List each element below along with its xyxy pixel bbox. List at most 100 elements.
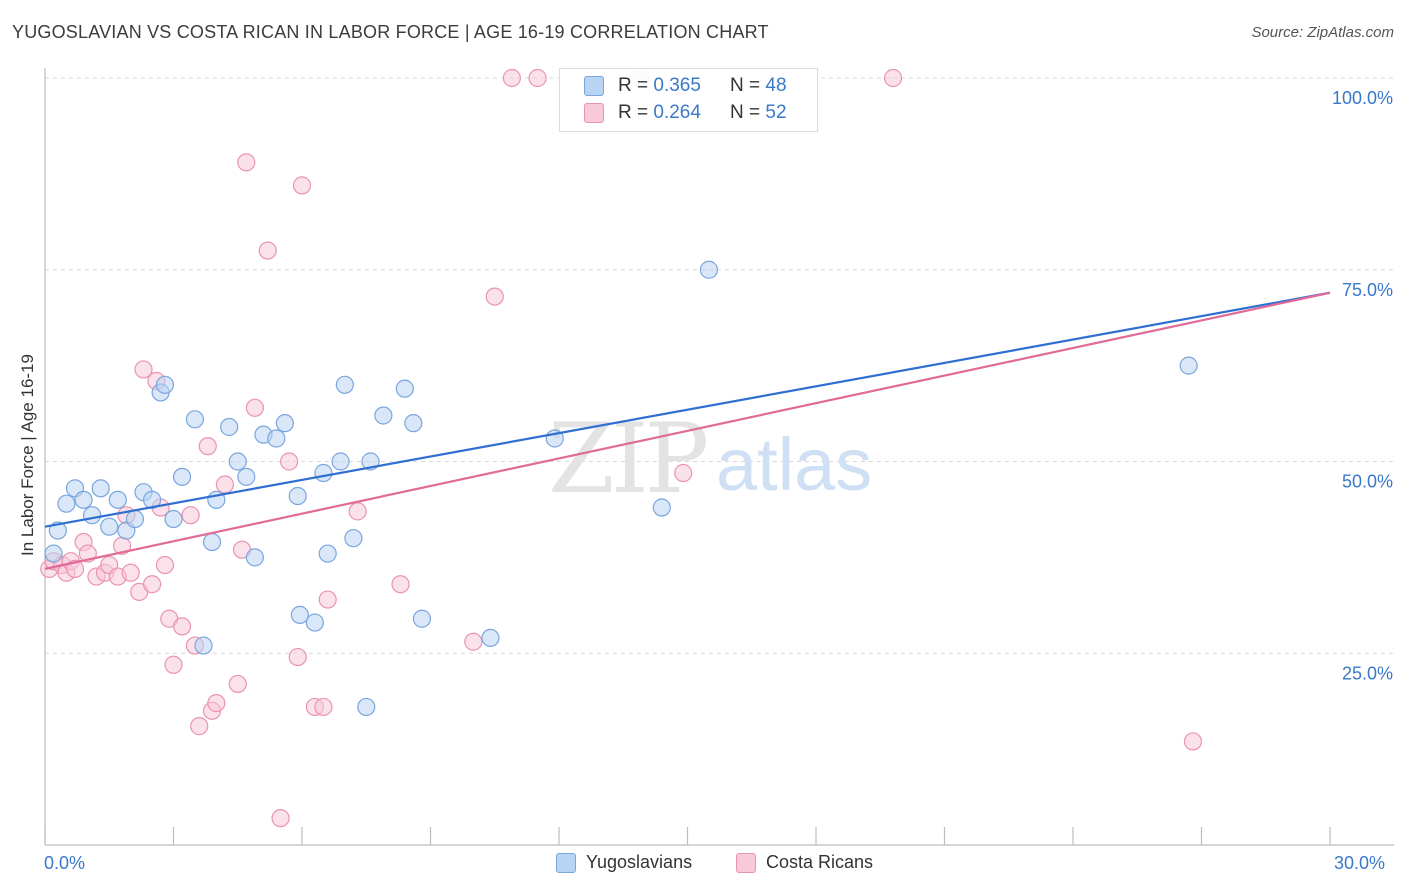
costa-rican-point — [271, 809, 290, 828]
legend-r-value-blue: 0.365 — [653, 75, 701, 96]
costa-rican-point — [258, 241, 277, 260]
costa-rican-point — [288, 647, 307, 667]
legend-r-label: R = — [618, 75, 654, 96]
chart-title: YUGOSLAVIAN VS COSTA RICAN IN LABOR FORC… — [12, 22, 769, 42]
legend-swatch-blue — [584, 76, 604, 96]
yugoslavian-point — [335, 375, 354, 394]
costa-rican-point — [198, 437, 217, 456]
yugoslavian-trend-line — [44, 291, 1331, 528]
costa-rican-point — [528, 68, 547, 88]
yugoslavian-point — [395, 379, 414, 398]
y-tick-labels: 25.0% 50.0% 75.0% 100.0% — [1332, 88, 1393, 683]
costa-rican-point — [502, 68, 521, 88]
legend-n-value-blue: 48 — [765, 75, 787, 96]
yugoslavian-point — [275, 414, 294, 433]
yugoslavian-point — [125, 509, 145, 529]
costa-rican-point — [142, 575, 162, 594]
watermark-zip: ZIP — [548, 403, 707, 515]
costa-rican-point — [391, 575, 410, 594]
costa-rican-point — [172, 617, 192, 636]
yugoslavian-point — [172, 467, 192, 486]
costa-rican-point — [237, 153, 256, 172]
yugoslavian-point — [290, 605, 309, 625]
costa-rican-point — [280, 452, 299, 471]
x-tick-label-max: 30.0% — [1334, 853, 1386, 873]
yugoslavian-point — [44, 544, 63, 563]
legend-label-costa-ricans: Costa Ricans — [766, 852, 874, 872]
legend-item-costa-ricans[interactable]: Costa Ricans — [736, 852, 873, 873]
legend-swatch-costa-ricans — [736, 852, 756, 873]
yugoslavian-point — [245, 548, 264, 567]
y-tick-label: 50.0% — [1342, 472, 1393, 492]
costa-rican-point — [65, 559, 85, 578]
series-legend: Yugoslavians Costa Ricans — [0, 852, 1406, 876]
yugoslavian-point — [228, 452, 247, 471]
yugoslavian-point — [652, 498, 671, 517]
costa-rican-point — [245, 398, 264, 417]
costa-rican-point — [1183, 732, 1203, 751]
watermark-atlas: atlas — [716, 423, 872, 506]
yugoslavian-point — [237, 467, 256, 486]
yugoslavian-point — [412, 609, 432, 628]
legend-n-value-pink: 52 — [765, 102, 787, 123]
yugoslavian-point — [100, 517, 119, 536]
yugoslavian-point — [164, 509, 183, 529]
yugoslavian-point — [357, 697, 376, 717]
costa-rican-point — [348, 502, 367, 521]
costa-rican-point — [464, 632, 483, 651]
yugoslavian-point — [202, 532, 222, 552]
legend-swatch-yugoslavians — [556, 852, 576, 873]
yugoslavian-point — [318, 544, 337, 563]
y-tick-label: 75.0% — [1342, 280, 1393, 300]
source-label: Source: ZipAtlas.com — [1251, 24, 1394, 41]
yugoslavian-point — [267, 429, 286, 448]
yugoslavian-point — [83, 506, 102, 525]
axes — [44, 68, 1394, 846]
legend-label-yugoslavians: Yugoslavians — [586, 852, 693, 872]
yugoslavian-point — [220, 417, 239, 437]
costa-rican-point — [121, 563, 140, 582]
trend-lines — [44, 291, 1331, 570]
costa-rican-point — [190, 717, 209, 736]
yugoslavian-point — [331, 452, 350, 471]
costa-rican-point — [314, 697, 333, 717]
yugoslavian-points — [44, 68, 1198, 717]
yugoslavian-point — [374, 406, 393, 425]
yugoslavian-point — [91, 479, 110, 498]
costa-rican-point — [485, 287, 504, 306]
yugoslavian-point — [344, 529, 363, 548]
costa-rican-point — [164, 655, 183, 674]
y-tick-label: 25.0% — [1342, 663, 1393, 683]
yugoslavian-point — [404, 414, 423, 433]
yugoslavian-point — [108, 490, 127, 509]
yugoslavian-point — [481, 628, 500, 648]
watermark: ZIP atlas — [548, 403, 872, 515]
yugoslavian-point — [155, 375, 175, 394]
legend-r-value-pink: 0.264 — [653, 102, 701, 123]
legend-swatch-pink — [584, 103, 604, 123]
yugoslavian-point — [74, 490, 93, 509]
legend-n-label: N = — [730, 75, 766, 96]
yugoslavian-point — [142, 490, 162, 509]
costa-rican-point — [228, 674, 247, 694]
yugoslavian-point — [194, 636, 213, 655]
legend-item-yugoslavians[interactable]: Yugoslavians — [556, 852, 692, 873]
costa-rican-point — [292, 176, 312, 195]
legend-n-label: N = — [730, 102, 766, 123]
legend-r-label: R = — [618, 102, 654, 123]
costa-rican-point — [318, 590, 337, 609]
yugoslavian-point — [699, 260, 719, 279]
x-tick-label-min: 0.0% — [44, 853, 86, 873]
costa-rican-point — [207, 694, 226, 713]
costa-rican-point — [215, 475, 234, 494]
yugoslavian-point — [185, 410, 205, 429]
costa-rican-point — [155, 555, 175, 575]
correlation-legend: R = 0.365 N = 48 R = 0.264 N = 52 — [559, 68, 818, 132]
costa-rican-point — [134, 360, 153, 379]
yugoslavian-point — [305, 613, 324, 632]
costa-rican-point — [883, 68, 903, 88]
y-tick-label: 100.0% — [1332, 88, 1393, 108]
yugoslavian-point — [314, 463, 333, 483]
yugoslavian-point — [48, 521, 67, 540]
